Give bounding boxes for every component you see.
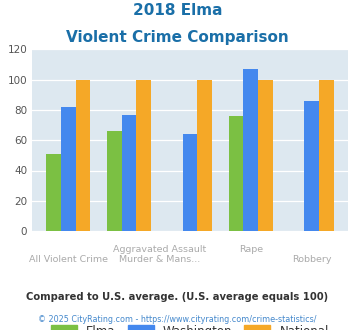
Text: Aggravated Assault: Aggravated Assault <box>113 245 206 254</box>
Bar <box>244 69 258 231</box>
Bar <box>229 116 244 231</box>
Bar <box>122 115 136 231</box>
Text: Compared to U.S. average. (U.S. average equals 100): Compared to U.S. average. (U.S. average … <box>26 292 329 302</box>
Bar <box>319 80 334 231</box>
Bar <box>136 80 151 231</box>
Bar <box>61 107 76 231</box>
Bar <box>182 134 197 231</box>
Text: Robbery: Robbery <box>292 255 331 264</box>
Bar <box>304 101 319 231</box>
Bar <box>258 80 273 231</box>
Text: Rape: Rape <box>239 245 263 254</box>
Bar <box>76 80 90 231</box>
Legend: Elma, Washington, National: Elma, Washington, National <box>51 325 329 330</box>
Bar <box>46 154 61 231</box>
Text: Violent Crime Comparison: Violent Crime Comparison <box>66 30 289 45</box>
Text: © 2025 CityRating.com - https://www.cityrating.com/crime-statistics/: © 2025 CityRating.com - https://www.city… <box>38 315 317 324</box>
Text: Murder & Mans...: Murder & Mans... <box>119 255 200 264</box>
Bar <box>197 80 212 231</box>
Text: 2018 Elma: 2018 Elma <box>133 3 222 18</box>
Text: All Violent Crime: All Violent Crime <box>29 255 108 264</box>
Bar <box>107 131 122 231</box>
